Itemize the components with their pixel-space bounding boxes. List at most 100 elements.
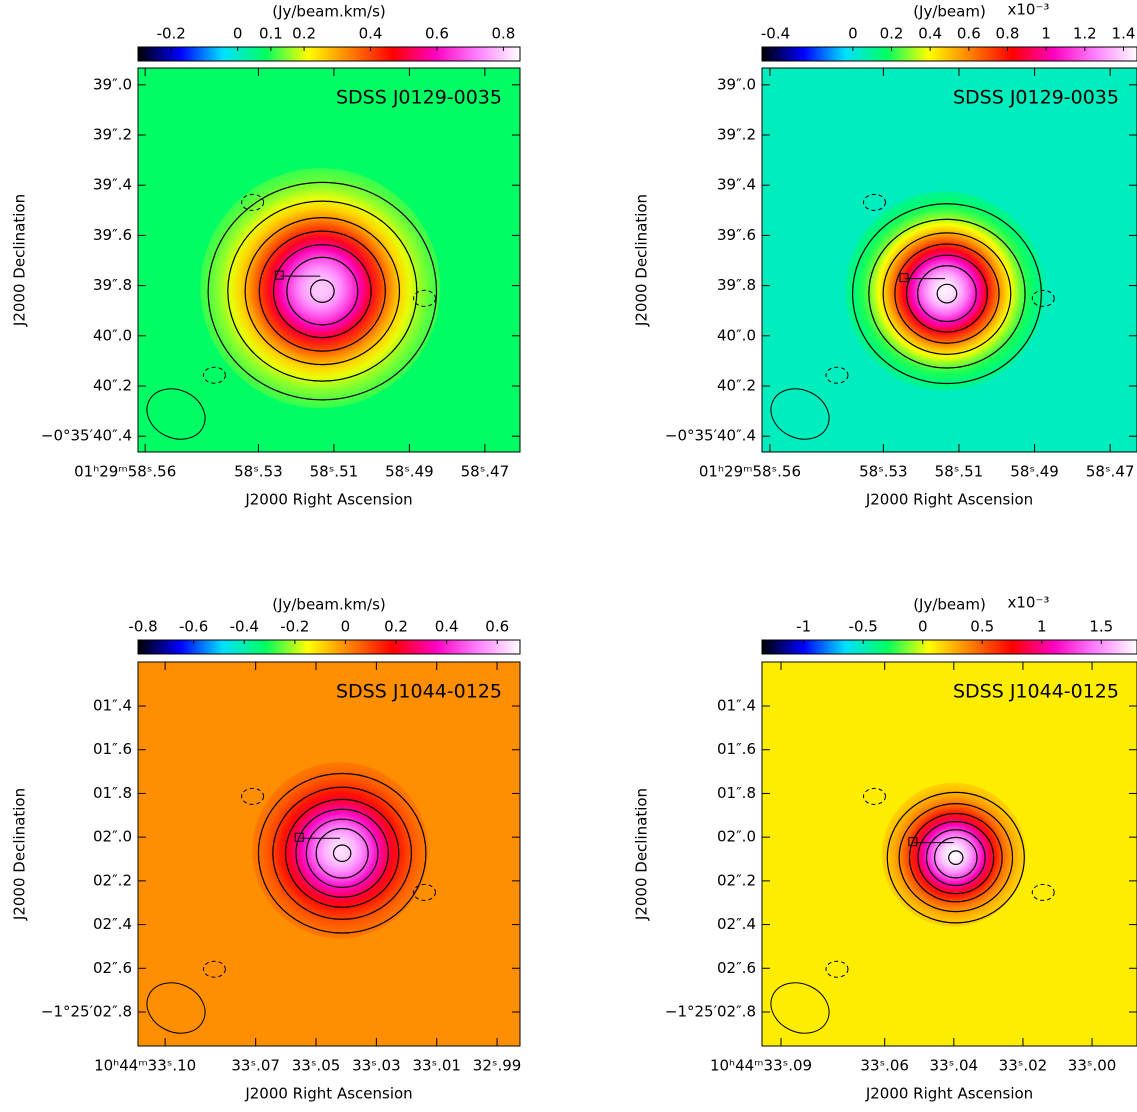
emission-peak — [252, 762, 429, 939]
colorbar — [137, 639, 521, 655]
y-tick-label: 39″.8 — [93, 276, 132, 294]
colorbar-tick-label: 0.4 — [918, 25, 942, 43]
negative-contour — [1031, 883, 1055, 901]
y-tick-label: 02″.0 — [93, 828, 132, 846]
colorbar-tick-label: 1 — [1041, 25, 1051, 43]
contour — [272, 244, 372, 339]
image-area — [762, 662, 1137, 1046]
image-area — [138, 68, 520, 452]
marker — [908, 837, 918, 847]
colorbar-tick-label: 1 — [1037, 618, 1047, 636]
marker — [294, 832, 304, 842]
colorbar-tick-label: 0.4 — [435, 618, 459, 636]
contour — [851, 203, 1042, 385]
colorbar-tick-label: 0.5 — [970, 618, 994, 636]
colorbar-tick-label: -0.8 — [128, 618, 157, 636]
contour — [898, 803, 1014, 913]
y-tick-label: 39″.0 — [93, 75, 132, 93]
contour — [286, 256, 359, 326]
contour — [244, 217, 401, 366]
y-axis-label: J2000 Declination — [11, 788, 29, 921]
beam — [146, 388, 206, 440]
x-axis-label: J2000 Right Ascension — [244, 491, 412, 509]
colorbar-tick-label: -0.2 — [280, 618, 309, 636]
negative-contour — [1031, 289, 1055, 307]
beam — [770, 982, 830, 1034]
x-tick-label: 33ˢ.06 — [860, 1057, 909, 1075]
negative-contour — [825, 960, 849, 978]
colorbar-label: (Jy/beam.km/s) — [272, 3, 386, 21]
x-tick-label: 33ˢ.03 — [352, 1057, 401, 1075]
emission-peak — [881, 782, 1026, 927]
x-tick-label: 58ˢ.49 — [385, 463, 434, 481]
contour — [894, 243, 1000, 344]
x-tick-label: 10ʰ44ᵐ33ˢ.09 — [710, 1057, 812, 1075]
contour — [295, 808, 389, 898]
emission-peak — [845, 191, 1045, 390]
contour — [257, 772, 427, 934]
x-tick-label: 58ˢ.51 — [935, 463, 984, 481]
y-tick-label: 01″.6 — [93, 740, 132, 758]
frame — [137, 661, 521, 1047]
colorbar — [761, 46, 1137, 62]
colorbar — [137, 46, 521, 62]
y-tick-label: 01″.8 — [717, 784, 756, 802]
colorbar-label: (Jy/beam) — [913, 596, 986, 614]
colorbar-tick-label: 0.6 — [485, 618, 509, 636]
y-tick-label: 02″.2 — [93, 871, 132, 889]
negative-contour — [413, 289, 436, 307]
colorbar-tick-label: -0.4 — [230, 618, 259, 636]
colorbar-tick-label: 0.1 — [259, 25, 283, 43]
negative-contour — [241, 787, 265, 805]
source-name: SDSS J1044-0125 — [953, 681, 1119, 703]
contour — [868, 218, 1026, 369]
negative-contour — [863, 787, 886, 805]
colorbar-tick-label: 0 — [233, 25, 243, 43]
y-tick-label: −1°25′02″.8 — [665, 1002, 756, 1020]
y-tick-label: 39″.2 — [717, 126, 756, 144]
x-tick-label: 01ʰ29ᵐ58ˢ.56 — [74, 463, 176, 481]
colorbar-tick-label: 0.2 — [292, 25, 316, 43]
y-tick-label: 02″.2 — [717, 871, 756, 889]
colorbar-tick-label: 0 — [918, 618, 928, 636]
colorbar-label: (Jy/beam.km/s) — [272, 596, 386, 614]
x-tick-label: 32ˢ.99 — [473, 1057, 522, 1075]
contour — [886, 791, 1025, 924]
x-tick-label: 33ˢ.07 — [231, 1057, 280, 1075]
source-name: SDSS J1044-0125 — [336, 681, 502, 703]
colorbar-multiplier: x10⁻³ — [1008, 1, 1050, 19]
x-tick-label: 58ˢ.51 — [310, 463, 359, 481]
colorbar-tick-label: 1.5 — [1089, 618, 1113, 636]
image-area — [138, 662, 520, 1046]
y-tick-label: 02″.0 — [717, 828, 756, 846]
colorbar-tick-label: -0.6 — [179, 618, 208, 636]
contour — [315, 827, 369, 879]
frame — [761, 67, 1137, 453]
negative-contour — [413, 883, 436, 901]
y-tick-label: 40″.2 — [93, 376, 132, 394]
negative-contour — [241, 193, 265, 211]
negative-contour — [825, 366, 849, 384]
marker — [899, 273, 909, 283]
x-axis-label: J2000 Right Ascension — [865, 491, 1033, 509]
contour — [917, 265, 977, 323]
x-tick-label: 33ˢ.05 — [292, 1057, 341, 1075]
colorbar-tick-label: 0.8 — [491, 25, 515, 43]
y-axis-label: J2000 Declination — [633, 194, 651, 327]
contour — [272, 786, 413, 920]
colorbar-label: (Jy/beam) — [913, 3, 986, 21]
y-tick-label: 01″.6 — [717, 740, 756, 758]
contour — [207, 181, 438, 401]
y-tick-label: 39″.8 — [717, 276, 756, 294]
y-tick-label: 02″.6 — [93, 959, 132, 977]
y-tick-label: 39″.4 — [93, 176, 132, 194]
colorbar-tick-label: -0.5 — [849, 618, 878, 636]
y-tick-label: 40″.0 — [93, 326, 132, 344]
colorbar-tick-label: 0.2 — [880, 25, 904, 43]
colorbar-tick-label: 0.4 — [359, 25, 383, 43]
beam — [770, 388, 830, 440]
y-tick-label: −1°25′02″.8 — [41, 1002, 132, 1020]
colorbar-tick-label: 1.2 — [1073, 25, 1097, 43]
colorbar-tick-label: -1 — [796, 618, 811, 636]
